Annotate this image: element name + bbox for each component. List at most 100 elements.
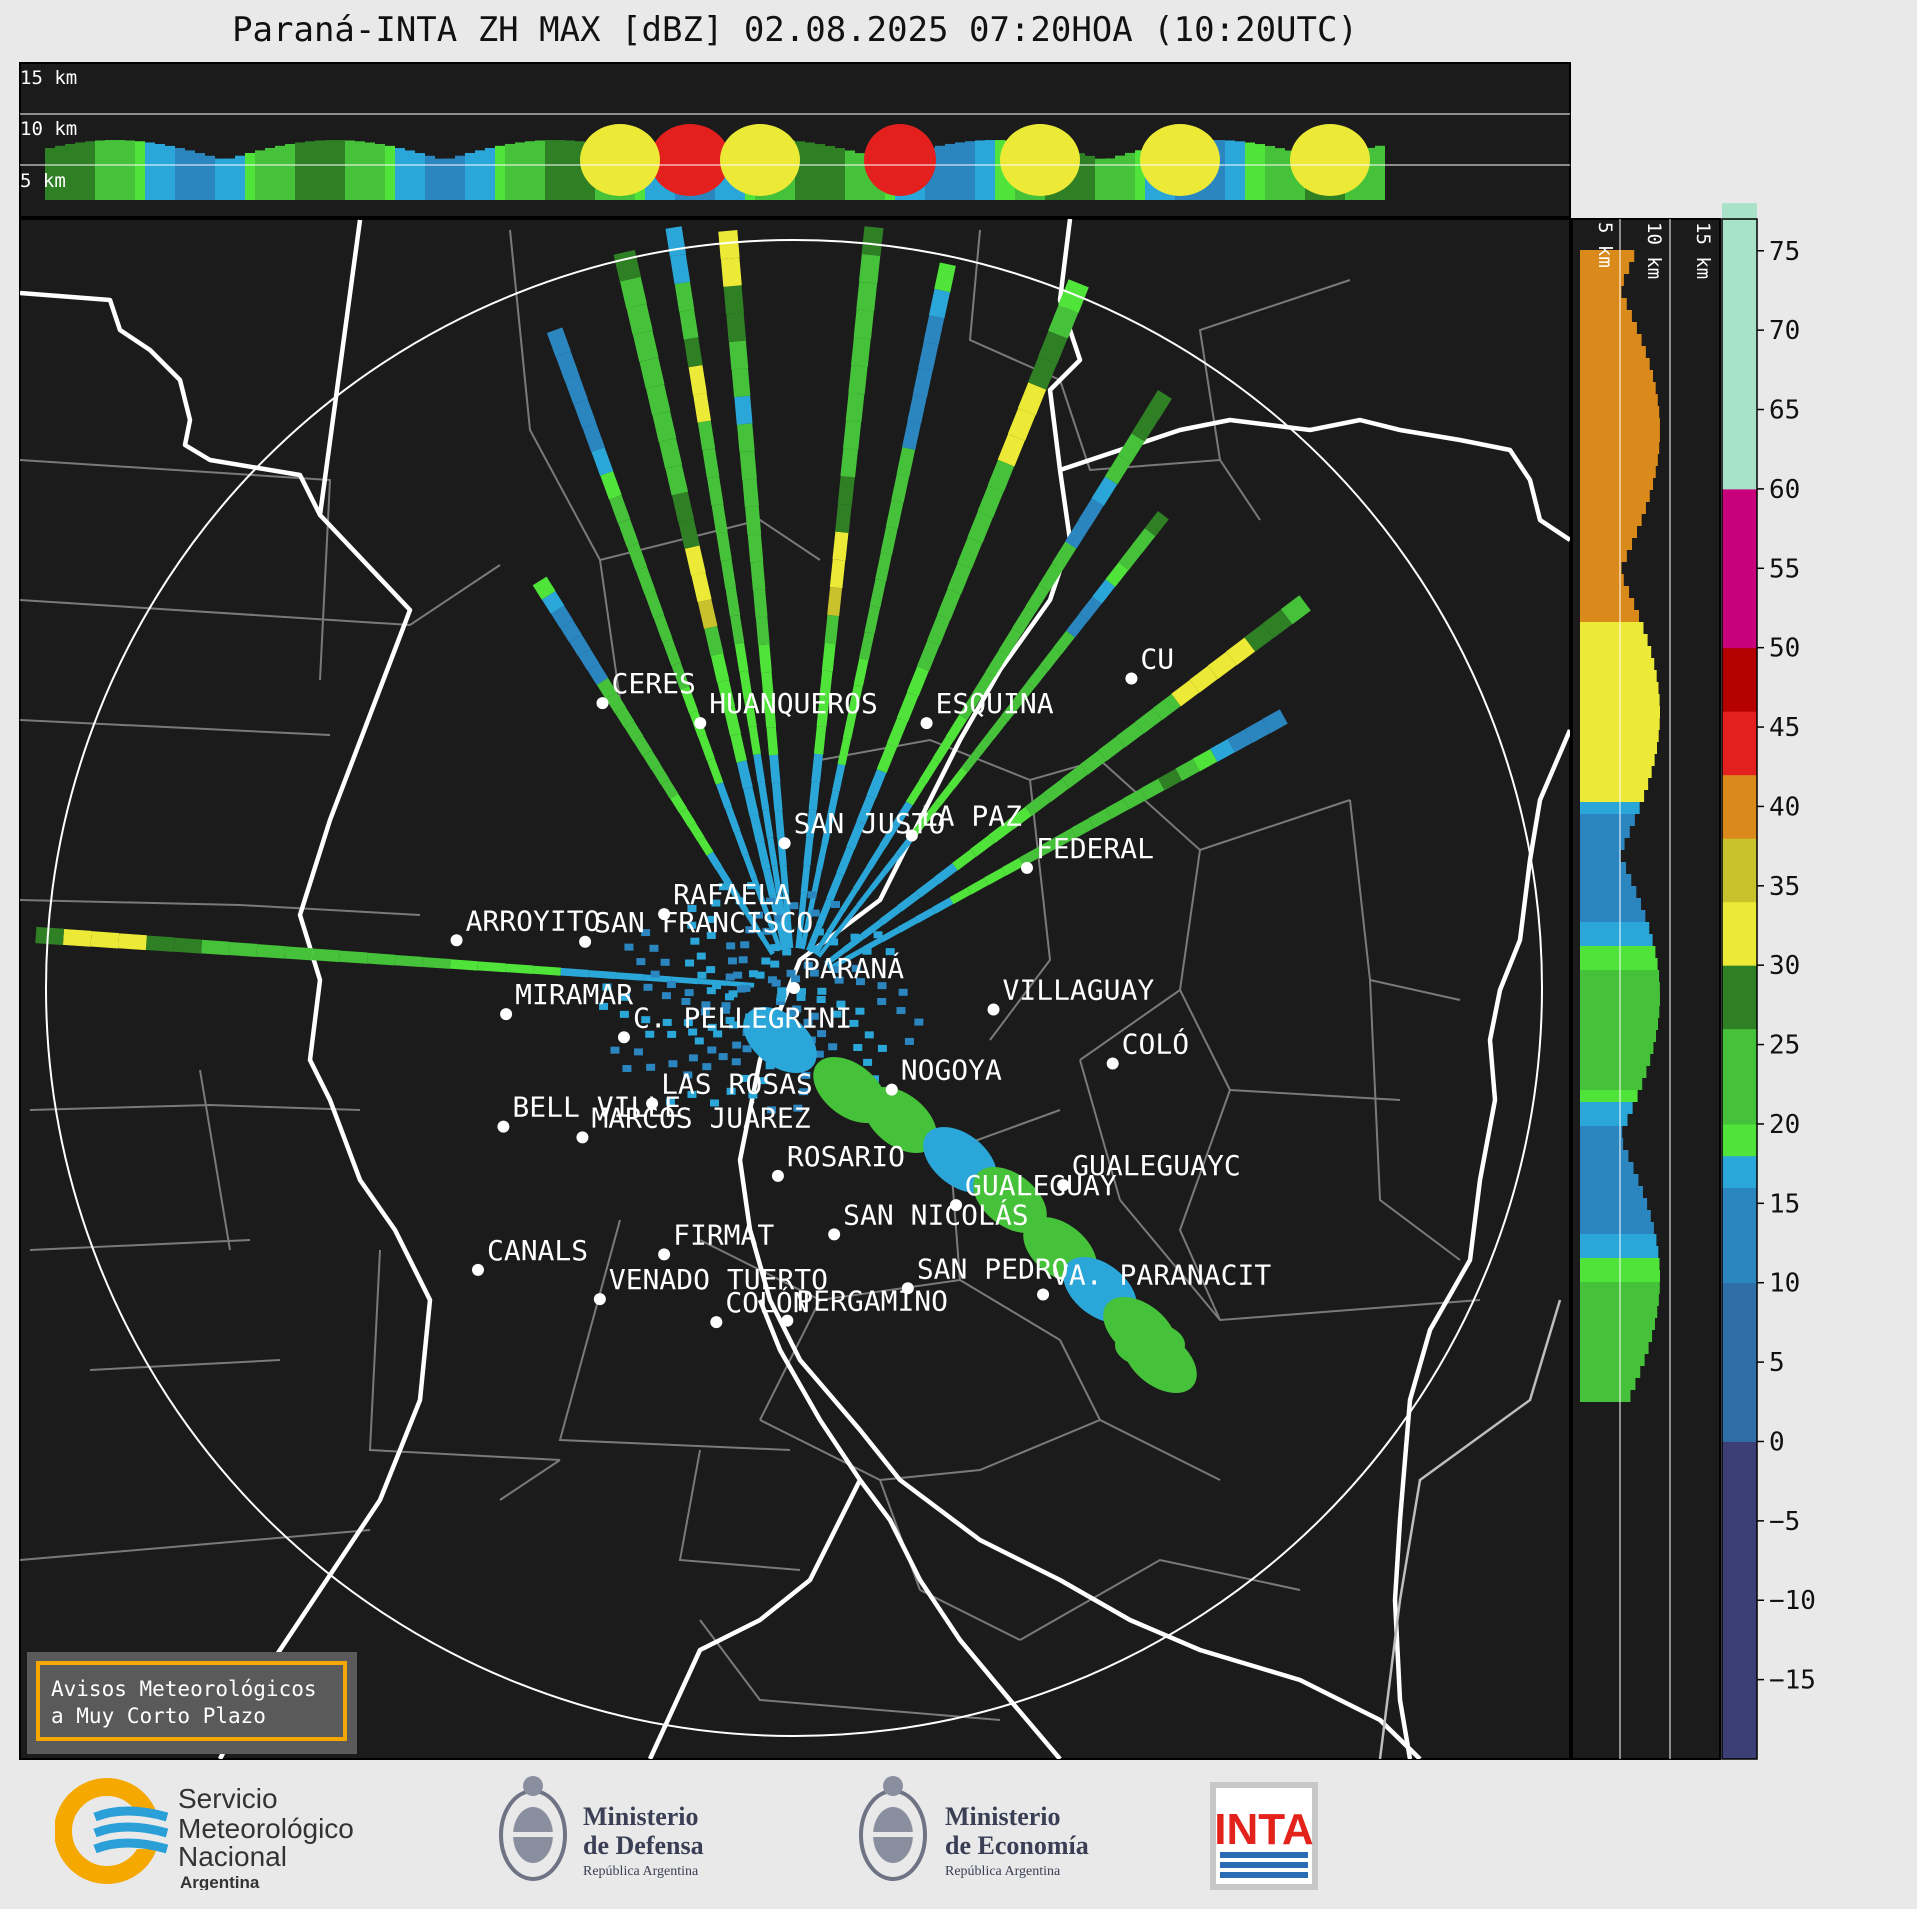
echo-segment (948, 767, 968, 790)
echo-segment (745, 506, 762, 535)
city-label: HUANQUEROS (709, 687, 878, 720)
echo-segment (609, 494, 631, 524)
echo-segment (706, 851, 723, 870)
echo-pixel (726, 1087, 736, 1095)
echo-segment (662, 638, 681, 666)
echo-segment (840, 448, 858, 478)
section-row (1580, 802, 1640, 814)
echo-segment (826, 872, 844, 901)
echo-segment (816, 898, 833, 927)
echo-pixel (855, 1007, 865, 1015)
echo-pixel (914, 1018, 924, 1026)
section-row (1580, 1138, 1624, 1150)
echo-segment (829, 559, 846, 589)
echo-segment (1098, 736, 1125, 762)
section-column (395, 148, 405, 200)
echo-segment (824, 947, 847, 967)
section-column (1225, 140, 1235, 200)
section-row (1580, 898, 1642, 910)
smn-line-4: Argentina (180, 1873, 260, 1890)
colorbar-tick-label: 70 (1769, 316, 1800, 346)
echo-segment (1116, 722, 1144, 748)
echo-segment (683, 337, 703, 368)
echo-segment (958, 693, 981, 720)
echo-segment (891, 473, 910, 503)
echo-segment (912, 368, 933, 398)
colorbar-band (1722, 806, 1757, 839)
city-label: ROSARIO (787, 1140, 905, 1173)
echo-segment (987, 716, 1008, 739)
echo-pixel (836, 1000, 846, 1008)
echo-pixel (731, 1058, 741, 1066)
echo-segment (1078, 498, 1104, 528)
echo-segment (652, 411, 677, 442)
section-column (575, 141, 585, 200)
colorbar-band (1722, 1155, 1757, 1188)
echo-segment (339, 950, 368, 964)
city-marker: VENADO TUERTO (593, 1263, 828, 1306)
city-dot (497, 1120, 510, 1133)
section-cell (580, 124, 660, 196)
section-column (815, 144, 825, 200)
section-row (1580, 1354, 1645, 1366)
echo-segment (832, 531, 849, 561)
city-marker: CU (1125, 642, 1174, 685)
echo-segment (923, 315, 945, 345)
city-label: GUALEGUAYC (1072, 1149, 1241, 1182)
echo-pixel (711, 899, 721, 907)
city-marker: ROSARIO (771, 1140, 905, 1182)
echo-segment (762, 809, 774, 839)
section-column (1085, 155, 1095, 200)
echo-pixel (602, 983, 612, 991)
section-column (355, 141, 365, 200)
echo-segment (720, 257, 742, 287)
echo-pixel (701, 1001, 711, 1009)
echo-segment (1144, 390, 1172, 421)
section-column (485, 147, 495, 200)
echo-segment (856, 281, 878, 312)
echo-segment (670, 253, 691, 285)
economia-logo: Ministerio de Economía República Argenti… (855, 1770, 1145, 1895)
city-dot (471, 1263, 484, 1276)
colorbar-band (1722, 1441, 1757, 1474)
section-column (455, 155, 465, 200)
echo-segment (1210, 739, 1235, 762)
echo-segment (842, 933, 865, 953)
colorbar-tick-label: −10 (1769, 1586, 1816, 1616)
echo-pixel (877, 1044, 887, 1052)
echo-segment (716, 531, 732, 562)
echo-pixel (774, 914, 784, 922)
echo-cell (743, 1007, 817, 1073)
echo-segment (1048, 305, 1079, 339)
section-cell (650, 124, 730, 196)
echo-segment (1171, 679, 1200, 707)
colorbar-band (1722, 1504, 1757, 1538)
city-marker: CANALS (471, 1234, 588, 1276)
city-dot (579, 935, 592, 948)
section-row (1580, 1234, 1657, 1246)
section-row (1580, 826, 1630, 838)
section-column (55, 145, 65, 200)
section-column (975, 140, 985, 200)
city-dot (593, 1293, 606, 1306)
section-row (1580, 1210, 1651, 1222)
coat-of-arms-icon (859, 1776, 927, 1881)
section-row (1580, 370, 1653, 382)
colorbar-band (1722, 1346, 1757, 1379)
echo-segment (228, 941, 258, 957)
echo-pixel (683, 1071, 693, 1079)
echo-segment (1227, 729, 1253, 753)
section-column (285, 143, 295, 200)
echo-segment (710, 652, 730, 683)
echo-segment (173, 937, 203, 954)
echo-segment (848, 364, 868, 395)
echo-pixel (832, 1010, 842, 1018)
echo-segment (311, 948, 341, 963)
echo-segment (697, 837, 714, 856)
echo-segment (1192, 748, 1218, 772)
section-row (1580, 754, 1655, 766)
echo-pixel (767, 1106, 777, 1114)
colorbar-band (1722, 330, 1757, 363)
echo-pixel (814, 1050, 824, 1058)
echo-segment (613, 249, 641, 282)
